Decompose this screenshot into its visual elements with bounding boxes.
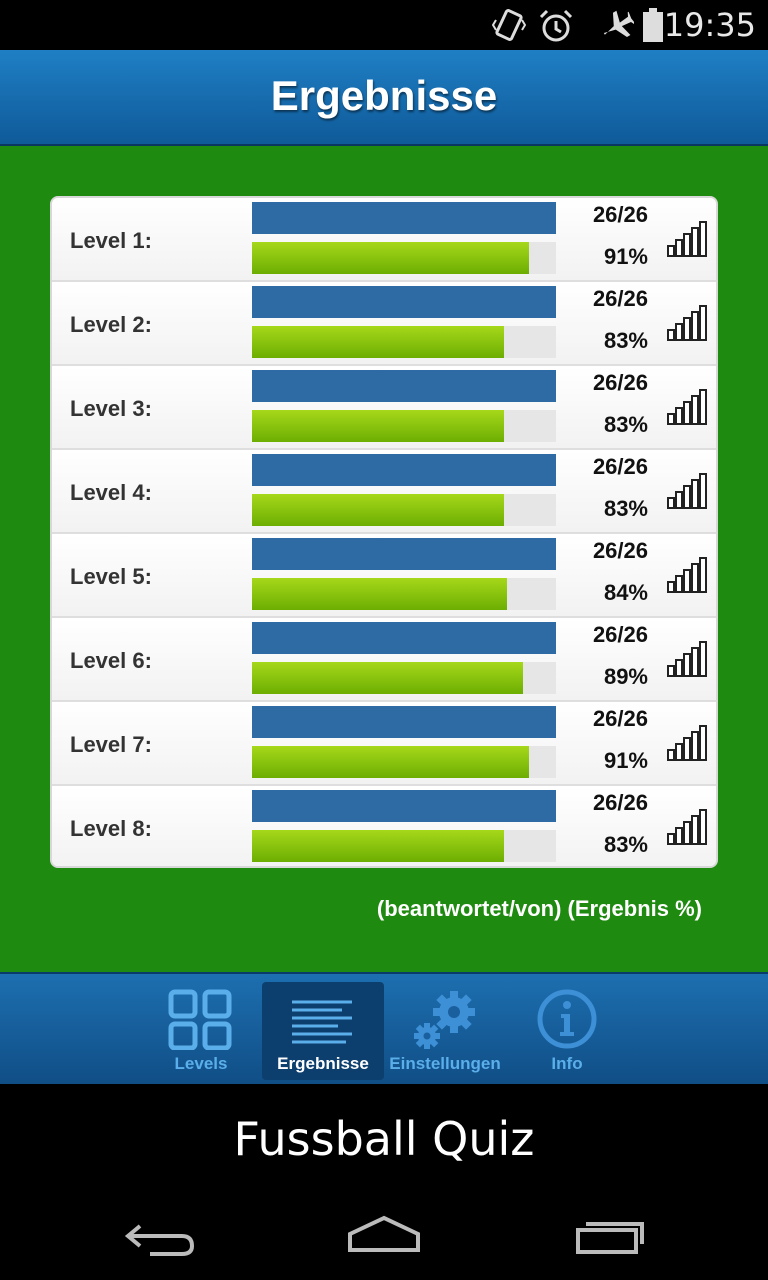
- back-icon[interactable]: [120, 1212, 200, 1262]
- signal-bars-icon: [667, 641, 707, 677]
- score-percent: 83%: [603, 832, 648, 857]
- score-bar-track: [252, 662, 556, 694]
- level-label: Level 8:: [70, 816, 152, 841]
- answered-count: 26/26: [592, 538, 648, 563]
- info-icon: [537, 989, 597, 1049]
- recent-apps-icon[interactable]: [572, 1212, 652, 1262]
- result-row: Level 8: 26/26 83%: [52, 786, 716, 866]
- answered-count: 26/26: [592, 622, 648, 647]
- signal-bars-icon: [667, 389, 707, 425]
- score-bar-track: [252, 830, 556, 862]
- tab-label-einstellungen: Einstellungen: [389, 1054, 501, 1073]
- results-table: Level 1: 26/26 91% Level 2: 26/26 83% Level 3:…: [50, 196, 718, 868]
- score-bar-track: [252, 242, 556, 274]
- bottom-tab-bar: Levels Ergebnisse: [0, 972, 768, 1084]
- signal-bars-icon: [667, 221, 707, 257]
- score-bar: [252, 410, 505, 442]
- tab-label-ergebnisse: Ergebnisse: [277, 1054, 369, 1073]
- score-bar: [252, 830, 505, 862]
- result-row: Level 1: 26/26 91%: [52, 198, 716, 282]
- score-bar: [252, 494, 505, 526]
- result-row: Level 6: 26/26 89%: [52, 618, 716, 702]
- score-percent: 83%: [603, 328, 648, 353]
- result-row: Level 3: 26/26 83%: [52, 366, 716, 450]
- level-label: Level 6:: [70, 648, 152, 673]
- score-bar: [252, 242, 529, 274]
- tab-einstellungen[interactable]: Einstellungen: [384, 982, 506, 1080]
- result-row: Level 4: 26/26 83%: [52, 450, 716, 534]
- results-screen: Level 1: 26/26 91% Level 2: 26/26 83% Level 3:…: [0, 146, 768, 972]
- score-percent: 83%: [603, 496, 648, 521]
- score-bar: [252, 662, 523, 694]
- answered-bar: [252, 454, 556, 486]
- result-row: Level 5: 26/26 84%: [52, 534, 716, 618]
- result-row: Level 2: 26/26 83%: [52, 282, 716, 366]
- score-percent: 83%: [603, 412, 648, 437]
- home-icon[interactable]: [344, 1212, 424, 1262]
- status-bar: 19:35: [0, 0, 768, 50]
- score-bar-track: [252, 494, 556, 526]
- answered-bar: [252, 790, 556, 822]
- tab-ergebnisse[interactable]: Ergebnisse: [262, 982, 384, 1080]
- score-bar-track: [252, 746, 556, 778]
- level-label: Level 4:: [70, 480, 152, 505]
- result-row: Level 7: 26/26 91%: [52, 702, 716, 786]
- tab-info[interactable]: Info: [506, 982, 628, 1080]
- level-label: Level 3:: [70, 396, 152, 421]
- level-label: Level 1:: [70, 228, 152, 253]
- score-bar: [252, 746, 529, 778]
- list-icon: [292, 1000, 352, 1044]
- tab-label-info: Info: [551, 1054, 583, 1073]
- page-title: Ergebnisse: [270, 72, 498, 119]
- score-bar: [252, 578, 508, 610]
- signal-bars-icon: [667, 557, 707, 593]
- vibrate-icon: [492, 8, 526, 42]
- signal-bars-icon: [667, 725, 707, 761]
- gears-icon: [414, 991, 475, 1049]
- signal-bars-icon: [667, 809, 707, 845]
- answered-bar: [252, 370, 556, 402]
- answered-count: 26/26: [592, 706, 648, 731]
- answered-count: 26/26: [592, 286, 648, 311]
- tab-label-levels: Levels: [174, 1054, 228, 1073]
- battery-icon: [643, 8, 663, 42]
- grid-icon: [168, 989, 232, 1050]
- tab-levels[interactable]: Levels: [140, 982, 262, 1080]
- score-percent: 89%: [603, 664, 648, 689]
- answered-count: 26/26: [592, 370, 648, 395]
- answered-bar: [252, 286, 556, 318]
- score-bar-track: [252, 578, 556, 610]
- answered-bar: [252, 706, 556, 738]
- app-name: Fussball Quiz: [233, 1112, 535, 1166]
- answered-count: 26/26: [592, 790, 648, 815]
- score-bar: [252, 326, 505, 358]
- answered-count: 26/26: [592, 202, 648, 227]
- app-header: Ergebnisse: [0, 50, 768, 146]
- app-banner: Fussball Quiz: [0, 1084, 768, 1194]
- score-percent: 84%: [603, 580, 648, 605]
- system-navigation-bar: [0, 1194, 768, 1280]
- clock-time: 19:35: [663, 6, 756, 44]
- signal-bars-icon: [667, 473, 707, 509]
- score-bar-track: [252, 410, 556, 442]
- results-legend: (beantwortet/von) (Ergebnis %): [376, 896, 702, 921]
- alarm-icon: [539, 9, 573, 42]
- answered-bar: [252, 622, 556, 654]
- level-label: Level 7:: [70, 732, 152, 757]
- level-label: Level 5:: [70, 564, 152, 589]
- score-bar-track: [252, 326, 556, 358]
- signal-bars-icon: [667, 305, 707, 341]
- airplane-mode-icon: [603, 10, 634, 37]
- score-percent: 91%: [603, 748, 648, 773]
- level-label: Level 2:: [70, 312, 152, 337]
- answered-count: 26/26: [592, 454, 648, 479]
- answered-bar: [252, 538, 556, 570]
- answered-bar: [252, 202, 556, 234]
- score-percent: 91%: [603, 244, 648, 269]
